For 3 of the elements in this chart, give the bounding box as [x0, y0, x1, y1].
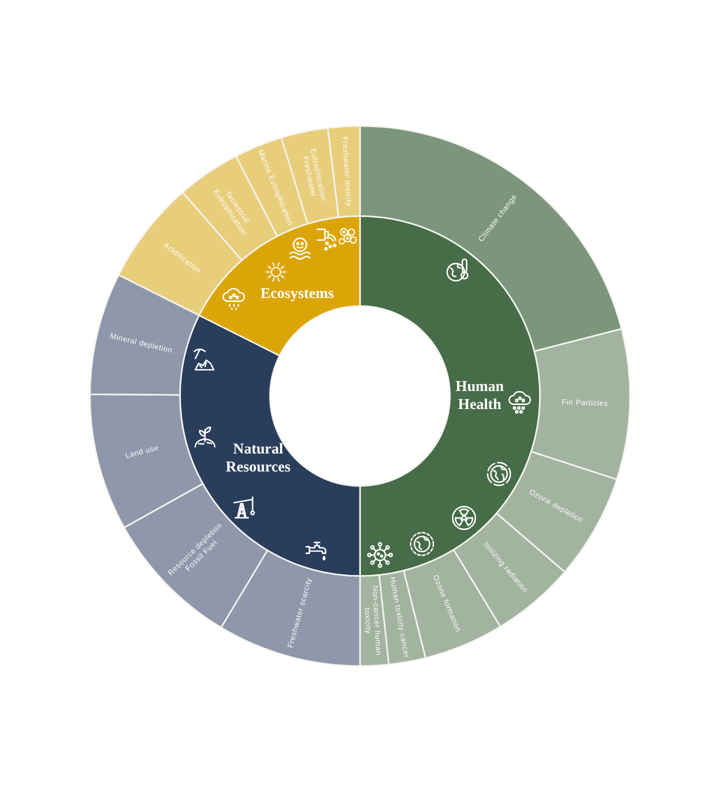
slice-label: Natural Resources: [226, 442, 291, 476]
slice-label: Human Health: [456, 378, 505, 413]
slice-label: Ecosystems: [260, 286, 334, 302]
